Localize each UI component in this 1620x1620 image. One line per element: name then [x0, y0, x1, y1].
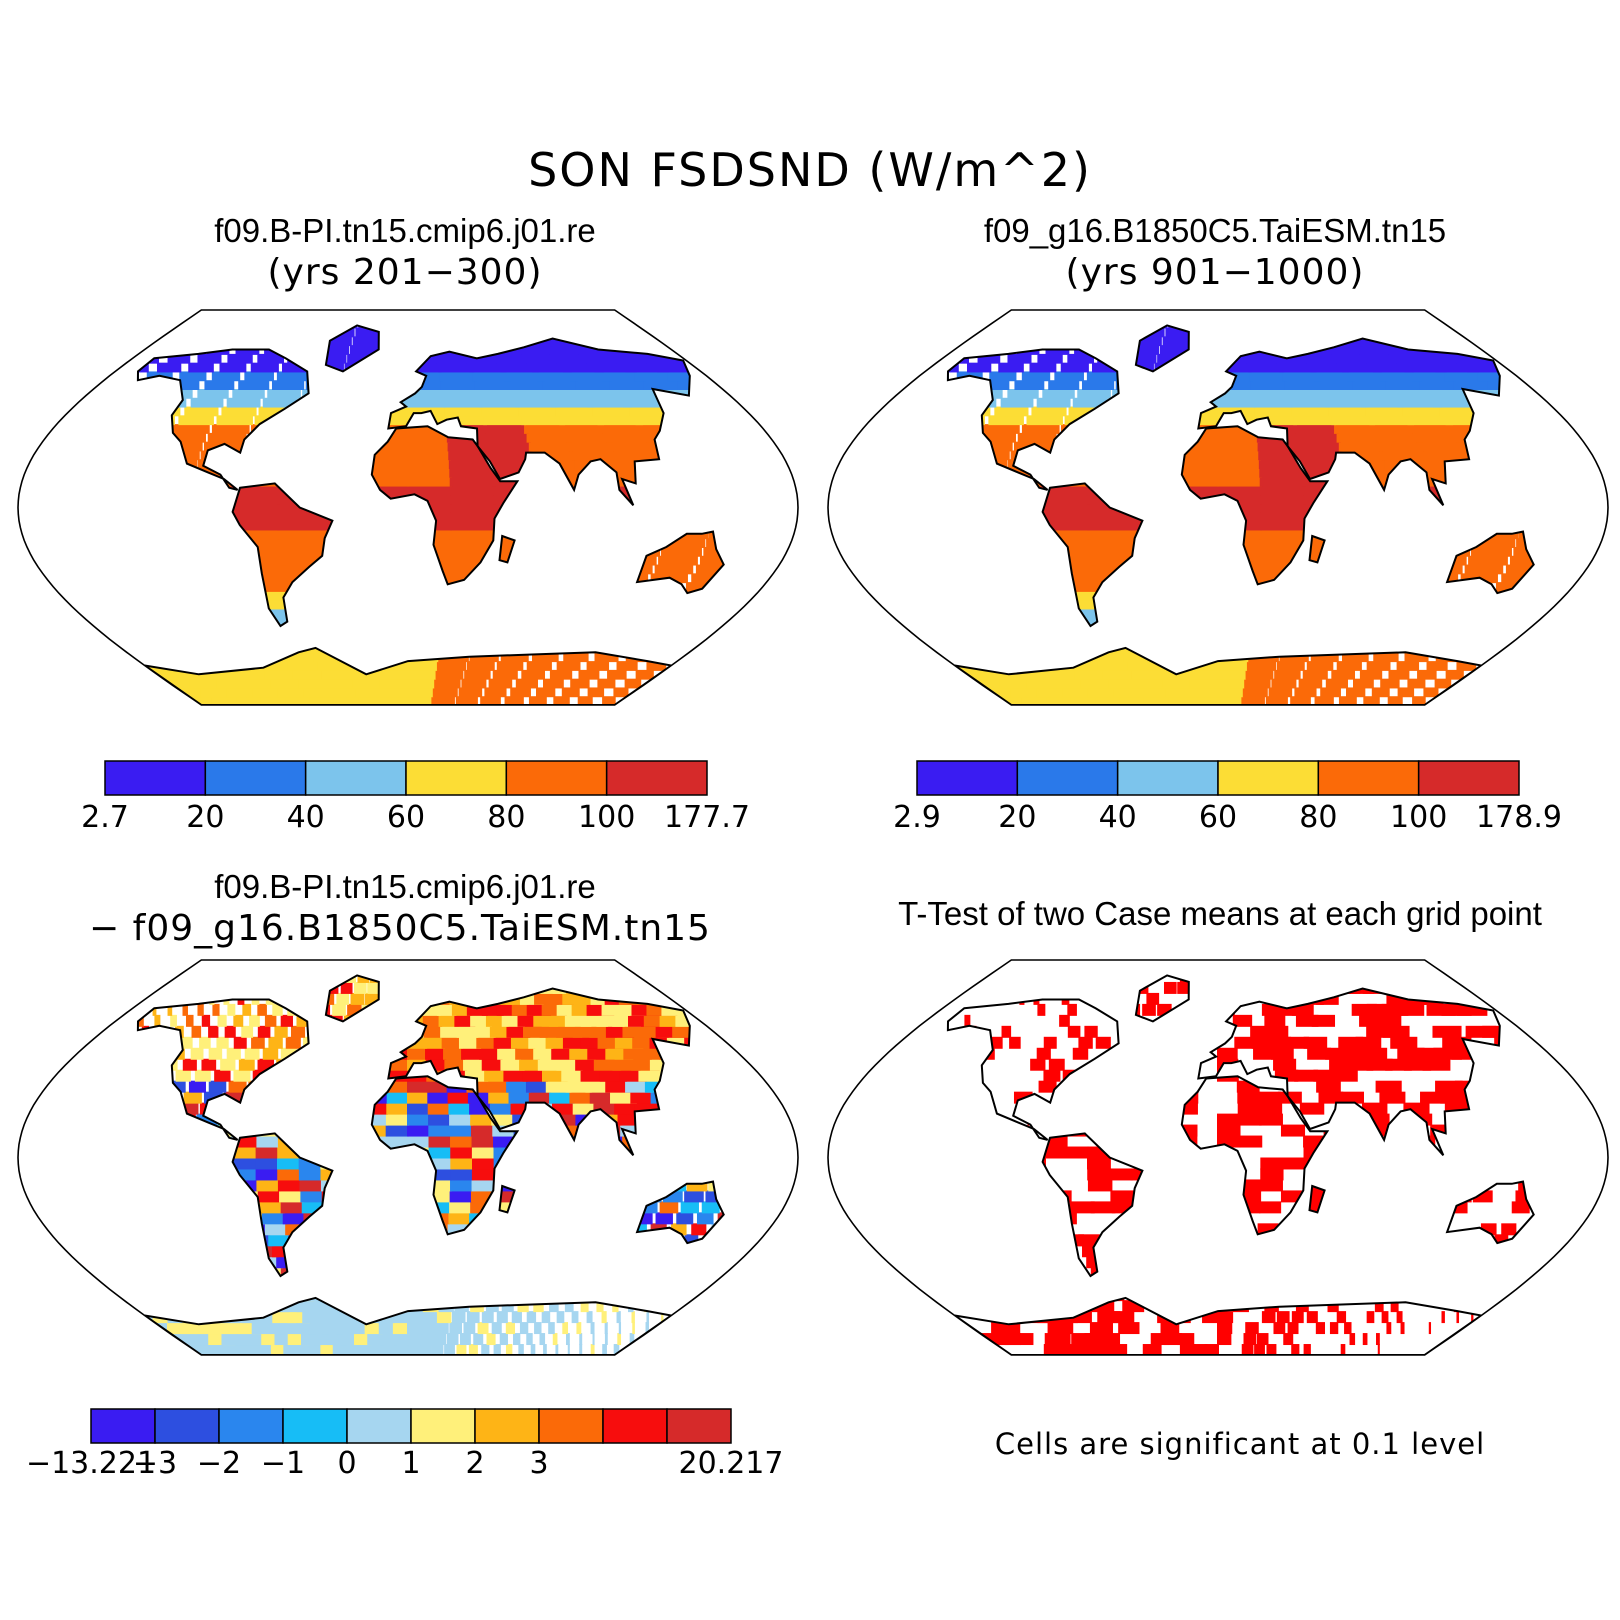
coastline-greenland: [324, 324, 380, 373]
colorbar-box: [1417, 760, 1520, 796]
map-boundary: [827, 959, 1609, 1356]
colorbar-tick-label: 80: [1299, 800, 1337, 835]
colorbar-tick-label: 40: [287, 800, 325, 835]
colorbar-tick-label: 3: [529, 1446, 548, 1481]
map-ttest: [827, 959, 1609, 1356]
colorbar-tick-label: 80: [487, 800, 525, 835]
colorbar-tick-label: 177.7: [664, 800, 750, 835]
colorbar-box: [346, 1408, 412, 1444]
colorbar-tick-label: −2: [197, 1446, 241, 1481]
colorbar-box: [916, 760, 1019, 796]
coastline-madagascar: [1308, 534, 1326, 564]
colorbar-box: [474, 1408, 540, 1444]
colorbar-case1-labels: 2.7 20 40 60 80 100 177.7: [81, 800, 750, 840]
colorbar-box: [405, 760, 508, 796]
map-boundary: [17, 309, 799, 706]
colorbar-box: [410, 1408, 476, 1444]
colorbar-box: [1016, 760, 1119, 796]
map-boundary: [827, 309, 1609, 706]
map-boundary: [17, 959, 799, 1356]
colorbar-tick-label: 60: [387, 800, 425, 835]
figure-title: SON FSDSND (W/m^2): [0, 143, 1620, 197]
coastline-northAmerica: [136, 348, 310, 491]
map-difference: [17, 959, 799, 1356]
coastline-madagascar: [498, 534, 516, 564]
significance-note: Cells are significant at 0.1 level: [860, 1427, 1620, 1461]
colorbar-box: [1116, 760, 1219, 796]
coastline-africa: [370, 1075, 520, 1236]
map-case2: [827, 309, 1609, 706]
colorbar-difference-labels: −13.221 −3 −2 −1 0 1 2 3 20.217: [26, 1446, 784, 1486]
coastline-greenland: [1134, 974, 1190, 1023]
colorbar-box: [666, 1408, 732, 1444]
coastline-southAmerica: [1041, 1132, 1144, 1278]
colorbar-tick-label: 100: [1390, 800, 1447, 835]
colorbar-box: [282, 1408, 348, 1444]
coastline-northAmerica: [136, 998, 310, 1141]
colorbar-case2: [916, 760, 1520, 796]
colorbar-box: [90, 1408, 156, 1444]
coastline-australia: [635, 1180, 725, 1245]
coastline-northAmerica: [946, 348, 1120, 491]
colorbar-tick-label: 1: [401, 1446, 420, 1481]
colorbar-tick-label: 178.9: [1476, 800, 1562, 835]
colorbar-tick-label: 20: [998, 800, 1036, 835]
coastline-australia: [1445, 530, 1535, 595]
coastline-southAmerica: [231, 482, 334, 628]
colorbar-box: [1317, 760, 1420, 796]
coastline-australia: [635, 530, 725, 595]
coastline-eurasia: [387, 987, 691, 1156]
coastline-eurasia: [1197, 337, 1501, 506]
coastline-madagascar: [1308, 1184, 1326, 1214]
colorbar-box: [204, 760, 307, 796]
colorbar-tick-label: 2.9: [893, 800, 941, 835]
colorbar-box: [602, 1408, 668, 1444]
colorbar-tick-label: 0: [337, 1446, 356, 1481]
coastline-greenland: [1134, 324, 1190, 373]
map-case1: [17, 309, 799, 706]
coastline-africa: [370, 425, 520, 586]
colorbar-box: [104, 760, 207, 796]
panel2-subtitle: (yrs 901−1000): [860, 252, 1570, 293]
colorbar-tick-label: −13.221: [26, 1446, 156, 1481]
coastline-southAmerica: [231, 1132, 334, 1278]
panel3-subtitle: − f09_g16.B1850C5.TaiESM.tn15: [40, 908, 760, 949]
coastline-madagascar: [498, 1184, 516, 1214]
panel3-title: f09.B-PI.tn15.cmip6.j01.re: [50, 868, 760, 906]
colorbar-box: [538, 1408, 604, 1444]
colorbar-difference: [90, 1408, 732, 1444]
coastline-greenland: [324, 974, 380, 1023]
colorbar-tick-label: −3: [133, 1446, 177, 1481]
panel4-title: T-Test of two Case means at each grid po…: [840, 895, 1600, 933]
colorbar-box: [304, 760, 407, 796]
coastline-eurasia: [387, 337, 691, 506]
colorbar-tick-label: 100: [578, 800, 635, 835]
colorbar-box: [505, 760, 608, 796]
coastline-eurasia: [1197, 987, 1501, 1156]
coastline-southAmerica: [1041, 482, 1144, 628]
coastline-northAmerica: [946, 998, 1120, 1141]
colorbar-box: [154, 1408, 220, 1444]
colorbar-tick-label: −1: [261, 1446, 305, 1481]
panel2-title: f09_g16.B1850C5.TaiESM.tn15: [860, 212, 1570, 250]
coastline-australia: [1445, 1180, 1535, 1245]
colorbar-tick-label: 2: [465, 1446, 484, 1481]
panel1-subtitle: (yrs 201−300): [50, 252, 760, 293]
panel1-title: f09.B-PI.tn15.cmip6.j01.re: [50, 212, 760, 250]
colorbar-tick-label: 20.217: [679, 1446, 784, 1481]
colorbar-box: [605, 760, 708, 796]
coastline-africa: [1180, 425, 1330, 586]
colorbar-tick-label: 2.7: [81, 800, 129, 835]
colorbar-case1: [104, 760, 708, 796]
colorbar-tick-label: 60: [1199, 800, 1237, 835]
colorbar-box: [1217, 760, 1320, 796]
coastline-africa: [1180, 1075, 1330, 1236]
colorbar-box: [218, 1408, 284, 1444]
colorbar-tick-label: 40: [1099, 800, 1137, 835]
colorbar-tick-label: 20: [186, 800, 224, 835]
colorbar-case2-labels: 2.9 20 40 60 80 100 178.9: [893, 800, 1562, 840]
